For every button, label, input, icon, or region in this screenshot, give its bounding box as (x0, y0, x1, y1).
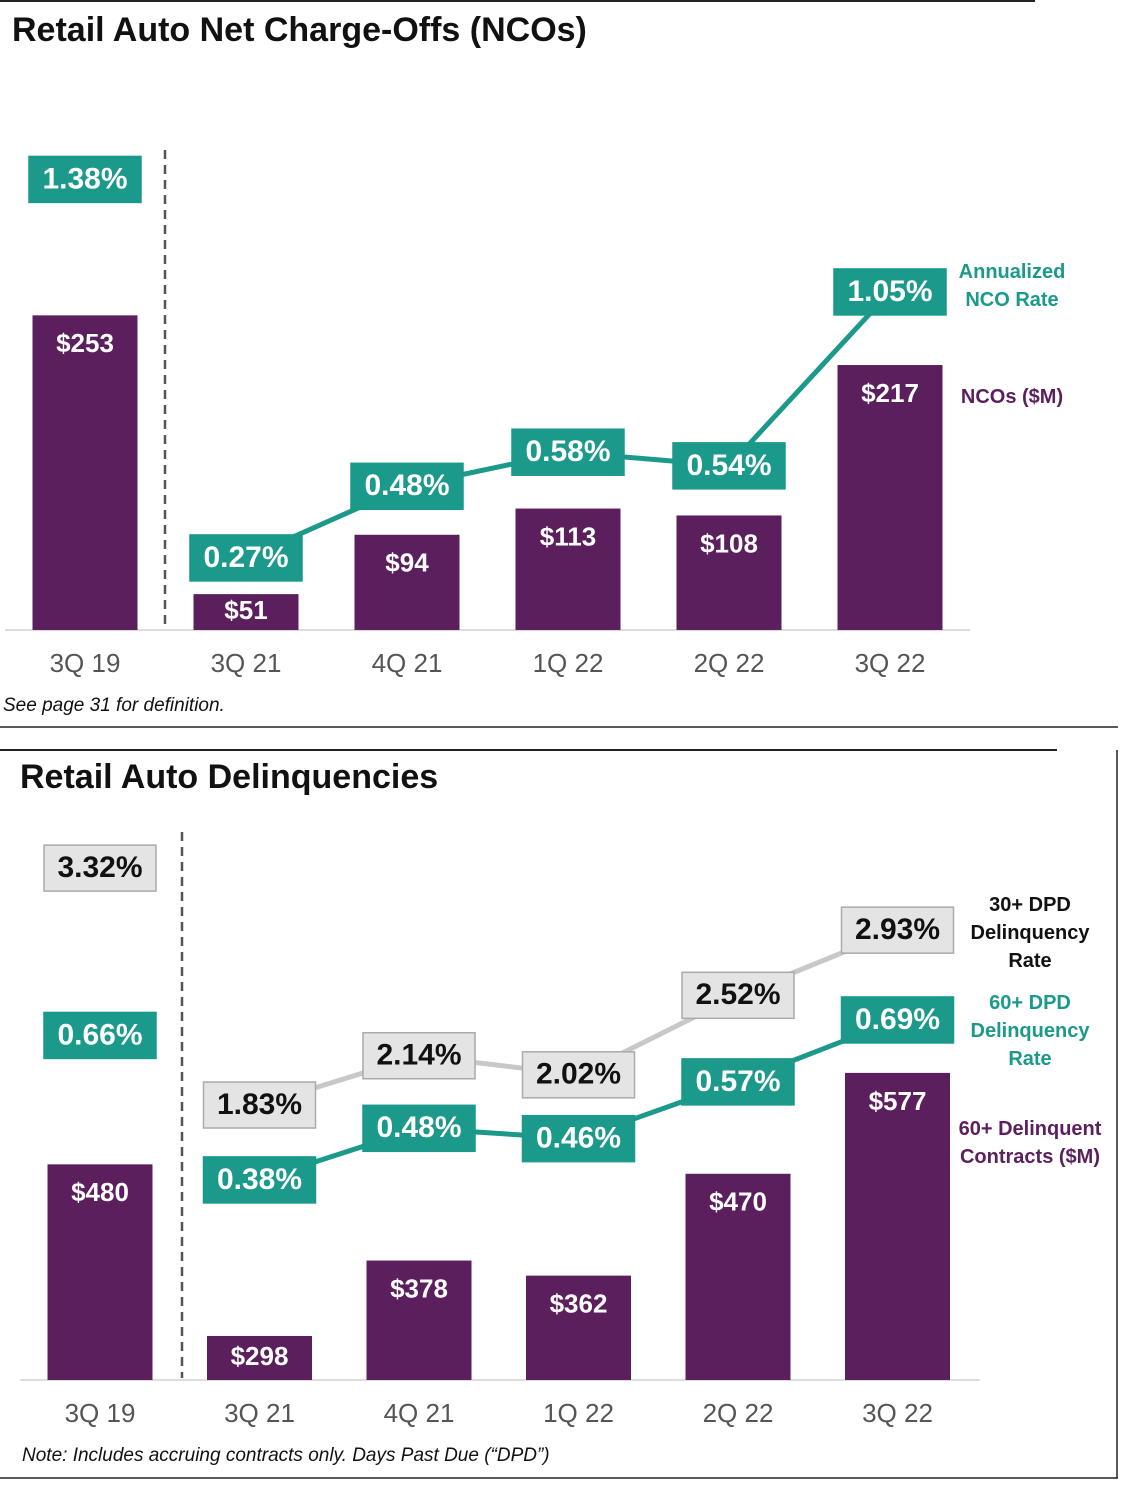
bar (32, 315, 138, 630)
bar (207, 1335, 312, 1380)
rate-label: 0.48% (376, 1111, 461, 1144)
bar (354, 534, 460, 630)
rate-label: 1.05% (847, 275, 932, 308)
rate-box (43, 844, 157, 892)
chart-title: Retail Auto Delinquencies (20, 758, 438, 796)
x-tick-label: 1Q 22 (533, 648, 604, 678)
rate-box (681, 971, 795, 1020)
x-tick-label: 3Q 22 (862, 1398, 933, 1428)
rate-label: 0.27% (203, 541, 288, 574)
x-tick-label: 2Q 22 (694, 648, 765, 678)
legend-item: Annualized NCO Rate (958, 260, 1066, 311)
legend-item: 30+ DPD Delinquency Rate (970, 894, 1090, 973)
rate-box (840, 906, 955, 954)
rate-label: 0.69% (855, 1003, 940, 1036)
rate-box (362, 1104, 476, 1153)
rate-label: 0.48% (364, 469, 449, 502)
rate-label: 2.02% (536, 1058, 621, 1091)
bar-value-label: $94 (385, 548, 429, 578)
x-tick-label: 3Q 19 (50, 648, 121, 678)
rate-label: 0.54% (686, 449, 771, 482)
legend-item: 60+ DPD Delinquency Rate (970, 991, 1090, 1070)
x-tick-label: 3Q 21 (224, 1398, 295, 1428)
rate-box (521, 1051, 636, 1099)
rate-label: 1.83% (217, 1088, 302, 1121)
rate-label: 0.57% (695, 1065, 780, 1098)
rate-label: 0.38% (217, 1163, 302, 1196)
rate-box (521, 1114, 636, 1163)
rate-box (189, 534, 303, 582)
legend-item: 60+ Delinquent Contracts ($M) (958, 1117, 1102, 1168)
chart-title: Retail Auto Net Charge-Offs (NCOs) (12, 11, 587, 49)
footnote: See page 31 for definition. (3, 695, 225, 716)
legend-item: NCOs ($M) (960, 386, 1064, 409)
rate-label: 3.32% (57, 851, 142, 884)
rate-box (350, 462, 464, 511)
bar (47, 1164, 153, 1380)
rate-label: 2.14% (376, 1039, 461, 1072)
bar (837, 365, 943, 630)
label-layer: 3.32% 1.83% 2.14% 2.02% 2.52% 2.93% 0.66% 0.38%… (43, 844, 955, 1204)
bar-value-label: $470 (709, 1187, 767, 1217)
rate-label: 1.38% (42, 162, 127, 195)
bar-value-label: $51 (224, 595, 267, 625)
x-tick-label: 4Q 21 (372, 648, 443, 678)
rate-box (202, 1156, 317, 1204)
bar (366, 1260, 472, 1380)
bar-value-label: $480 (71, 1177, 129, 1207)
bar (685, 1173, 791, 1380)
bar (845, 1072, 950, 1380)
x-tick-label: 2Q 22 (703, 1398, 774, 1428)
rate-box (833, 268, 947, 316)
x-tick-label: 3Q 19 (65, 1398, 136, 1428)
bar (515, 508, 621, 630)
x-tick-label: 3Q 22 (855, 648, 926, 678)
rate-box (511, 428, 625, 476)
bar (193, 594, 299, 630)
bar-value-label: $217 (861, 378, 919, 408)
rate-label: 0.58% (525, 435, 610, 468)
bar-value-label: $113 (540, 521, 596, 551)
bar-value-label: $298 (231, 1341, 289, 1371)
bar (526, 1275, 631, 1380)
bar-value-label: $577 (869, 1086, 927, 1116)
rate-label: 0.66% (57, 1018, 142, 1051)
rate-box (362, 1031, 476, 1080)
label-layer: 1.38% 0.27% 0.48% 0.58% 0.54% 1.05% (28, 155, 947, 582)
rate-box (28, 155, 142, 204)
bar-value-label: $108 (700, 528, 758, 558)
rate-box (681, 1058, 795, 1106)
x-tick-label: 4Q 21 (384, 1398, 455, 1428)
rate-box (672, 442, 786, 490)
bar-value-label: $253 (56, 328, 114, 358)
rate-label: 2.93% (855, 913, 940, 946)
bar-value-label: $362 (550, 1289, 608, 1319)
rate-box (43, 1011, 157, 1060)
footnote: Note: Includes accruing contracts only. … (22, 1445, 550, 1466)
rate-label: 2.52% (695, 978, 780, 1011)
rate-label: 0.46% (536, 1122, 621, 1155)
rate-box (840, 996, 955, 1044)
bar (676, 515, 782, 630)
x-tick-label: 1Q 22 (543, 1398, 614, 1428)
x-tick-label: 3Q 21 (211, 648, 282, 678)
rate-box (202, 1081, 317, 1129)
bar-value-label: $378 (390, 1273, 448, 1303)
